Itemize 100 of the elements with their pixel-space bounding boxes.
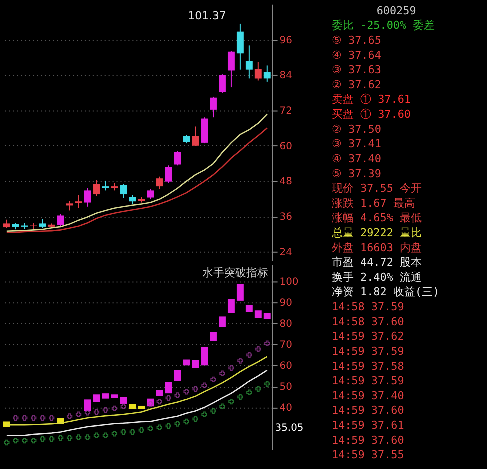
- bar: [219, 316, 226, 328]
- point: [202, 412, 208, 418]
- point: [264, 340, 270, 346]
- y-tick-label: 36: [280, 212, 292, 224]
- y-tick-label: 80: [280, 319, 292, 330]
- y-tick-label: 50: [280, 382, 292, 394]
- candlestick: [246, 45, 253, 80]
- candlestick: [39, 218, 46, 229]
- bar: [192, 360, 200, 368]
- point: [4, 440, 10, 446]
- y-tick-label: 96: [280, 35, 292, 46]
- point: [76, 434, 82, 440]
- text: ⑤ 37.39: [332, 167, 382, 180]
- point: [166, 423, 172, 429]
- text: 14:59 37.61: [332, 419, 404, 432]
- point: [22, 415, 28, 421]
- candlestick: [84, 188, 92, 208]
- bar: [84, 400, 92, 412]
- point: [202, 382, 208, 388]
- candlestick: [219, 74, 226, 94]
- point: [94, 409, 100, 416]
- point: [220, 404, 226, 410]
- text: 14:59 37.58: [332, 360, 404, 373]
- point: [112, 406, 118, 412]
- text: 净资 1.82 收益(三): [332, 286, 440, 299]
- bar: [228, 299, 235, 314]
- candlestick: [129, 194, 136, 205]
- candlestick: [236, 23, 244, 70]
- text: 外盘 16603 内盘: [332, 241, 422, 254]
- text: 14:59 37.60: [332, 404, 404, 418]
- text: 14:59 37.59: [332, 344, 404, 358]
- text: 现价 37.55 今开: [332, 182, 422, 196]
- point: [184, 389, 190, 395]
- bar: [174, 370, 182, 382]
- point: [66, 435, 73, 441]
- line-series: [6, 370, 268, 436]
- y-tick-label: 72: [280, 106, 292, 117]
- bar: [3, 422, 10, 427]
- chart-title: 水手突破指标: [202, 266, 268, 280]
- text: 买盘 ① 37.60: [332, 108, 411, 122]
- point: [246, 390, 252, 396]
- candlestick: [174, 150, 182, 166]
- point: [31, 438, 37, 444]
- point: [192, 416, 198, 422]
- point: [22, 438, 28, 444]
- text: 14:58 37.59: [332, 300, 404, 314]
- point: [102, 407, 109, 414]
- y-tick-label: 48: [280, 176, 292, 188]
- bar: [156, 390, 164, 396]
- point: [76, 412, 82, 418]
- candlestick: [165, 165, 172, 184]
- candlestick: [120, 184, 128, 199]
- point: [148, 401, 154, 407]
- y-tick-label: 40: [280, 403, 292, 414]
- bar: [264, 313, 271, 320]
- candlestick: [75, 194, 82, 209]
- text: 35.05: [275, 422, 304, 434]
- text: 换手 2.40% 流通: [332, 270, 422, 284]
- point: [238, 358, 244, 364]
- point: [84, 410, 91, 416]
- point: [49, 415, 55, 421]
- text: ⑤ 37.65: [332, 34, 382, 47]
- candlestick: [66, 200, 74, 212]
- text: ③ 37.41: [332, 138, 382, 151]
- point: [148, 426, 154, 432]
- point: [192, 386, 198, 392]
- bar: [254, 310, 262, 318]
- bar: [111, 394, 118, 398]
- bar: [120, 397, 128, 404]
- bar: [183, 360, 190, 366]
- candlestick: [93, 180, 100, 197]
- y-tick-label: 70: [280, 340, 292, 352]
- point: [174, 392, 180, 398]
- bar: [93, 394, 100, 402]
- point: [210, 376, 216, 383]
- y-tick-label: 60: [280, 361, 292, 372]
- text: 14:59 37.55: [332, 448, 404, 462]
- point: [120, 404, 127, 410]
- text: ④ 37.40: [332, 152, 382, 166]
- point: [40, 415, 46, 421]
- text: 600259: [376, 4, 416, 18]
- bar: [138, 406, 146, 410]
- point: [174, 421, 180, 427]
- point: [228, 398, 234, 405]
- text: 市盈 44.72 股本: [332, 256, 422, 270]
- point: [120, 429, 127, 436]
- candlestick: [210, 96, 217, 118]
- point: [40, 436, 46, 442]
- y-tick-label: 84: [280, 70, 292, 82]
- line-series: [6, 356, 268, 426]
- bar: [129, 404, 136, 410]
- point: [264, 381, 270, 387]
- candlestick: [264, 65, 271, 82]
- point: [238, 394, 244, 400]
- candlestick: [147, 189, 154, 200]
- text: 总量 29222 量比: [330, 226, 422, 240]
- point: [184, 418, 190, 425]
- point: [102, 432, 109, 438]
- point: [49, 436, 55, 442]
- candlestick: [156, 176, 164, 190]
